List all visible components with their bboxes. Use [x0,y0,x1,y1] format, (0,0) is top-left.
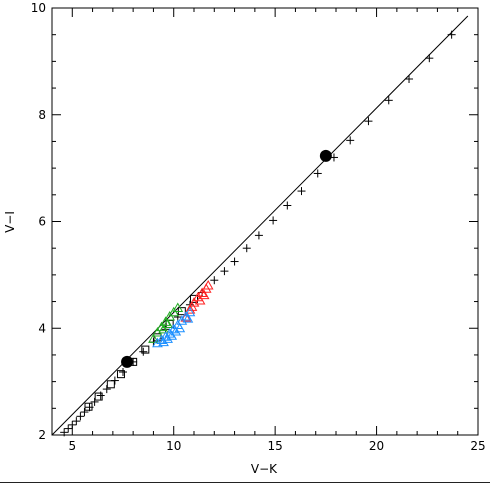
plus-point [405,74,414,83]
triangle-point [194,294,206,305]
triangle-point [184,306,196,317]
triangle-point [202,280,214,290]
plus-point [384,96,393,105]
filled-circle-point [121,355,134,368]
filled-circle-point [319,149,332,162]
triangle-point [198,289,210,300]
x-tick-label: 25 [470,439,485,453]
plus-point [254,231,263,240]
series-0 [60,30,456,437]
y-tick-label: 8 [38,108,46,122]
square-point [129,357,138,366]
plus-point [72,417,81,426]
triangle-point [160,316,171,326]
plus-point [269,216,278,225]
y-tick-label: 2 [38,428,46,442]
plus-point [60,428,69,437]
triangle-point [170,325,182,336]
x-tick-label: 10 [166,439,181,453]
triangle-point [158,323,169,334]
triangle-point [148,333,159,343]
plus-point [119,368,127,377]
plus-point [283,201,292,210]
x-axis-label: V−K [251,462,278,476]
plus-point [230,257,239,266]
series-5 [152,306,196,348]
plus-point [425,54,434,63]
series-line [51,15,469,436]
plus-point [242,244,251,253]
plus-point [220,267,229,276]
chart-marks [51,15,469,437]
square-point [190,294,198,303]
plus-point [102,385,111,394]
bottom-divider [0,482,490,483]
y-axis-label: V−I [3,211,17,233]
triangle-point [162,333,173,343]
x-tick-label: 20 [369,439,384,453]
x-tick-label: 15 [268,439,283,453]
square-point [141,345,150,354]
triangle-point [174,322,186,333]
square-point [84,402,93,411]
plus-point [447,30,456,39]
triangle-point [156,334,167,344]
y-tick-label: 4 [38,321,46,335]
plus-point [346,136,355,145]
plus-point [139,347,148,356]
plus-point [297,187,306,196]
series-2 [84,294,198,411]
series-3 [148,302,184,343]
plus-point [80,408,89,417]
triangle-point [180,312,192,322]
triangle-point [152,337,163,348]
triangle-point [162,318,173,328]
triangle-point [158,336,169,347]
plus-point [90,397,99,406]
x-tick-label: 5 [68,439,76,453]
plus-point [76,412,85,421]
square-point [94,392,103,401]
plus-point [364,117,373,126]
triangle-point [172,302,184,312]
y-tick-label: 6 [38,215,46,229]
y-tick-label: 10 [31,1,46,15]
plus-point [210,276,219,285]
square-point [106,380,115,389]
triangle-point [182,313,194,323]
plus-point [313,169,322,178]
axis-ticks: 5 10 15 20 25 2 4 6 8 10 [31,1,486,453]
plus-point [64,424,73,433]
square-point [116,370,125,379]
